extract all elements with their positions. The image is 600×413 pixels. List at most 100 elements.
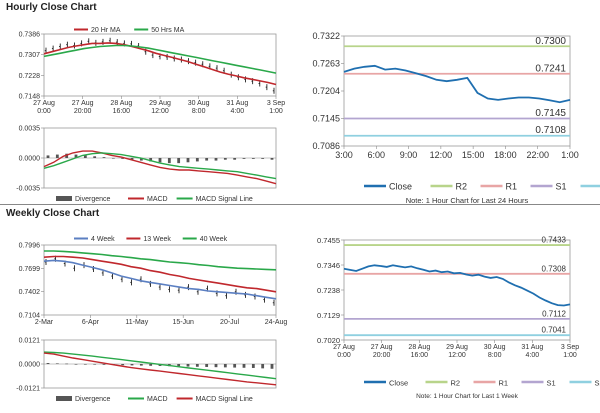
weekly-ma-x-tick-label: 2-Mar [35,319,54,326]
hourly-macd-divergence-bar [233,158,237,160]
hourly-pivot-x-tick-label: 15:00 [462,150,485,160]
weekly-macd-divergence-bar [83,364,87,365]
weekly-macd-y-tick-label: 0.0000 [19,362,41,369]
weekly-macd-divergence-bar [74,364,78,365]
weekly-macd-divergence-bar [65,363,69,365]
hourly-pivot-level-label-r1: 0.7241 [535,63,566,74]
hourly-macd-divergence-bar [195,158,199,162]
weekly-ma-x-tick-label: 15-Jun [172,319,194,326]
weekly-pivot-legend-label: Close [389,379,408,388]
weekly-pivot-x-tick-label: 27 Aug 0:00 [333,344,355,359]
hourly-ma-x-tick-label: 31 Aug 4:00 [226,100,248,115]
weekly-pivot-plot-frame [343,239,571,341]
hourly-pivot-x-tick-label: 3:00 [335,150,353,160]
weekly-macd-divergence-bar [242,364,246,368]
weekly-ma-plot-frame [43,244,277,316]
weekly-ma-y-tick-label: 0.7699 [19,266,41,273]
hourly-pivot-level-label-s2: 0.7108 [535,125,566,136]
weekly-ma-y-tick-label: 0.7402 [19,289,41,296]
hourly-macd-legend-label: MACD [147,196,168,203]
hourly-pivot-y-tick-label: 0.7322 [312,31,340,41]
weekly-macd-divergence-bar [46,363,50,364]
hourly-pivot-legend-label: Close [389,182,412,192]
weekly-pivot-level-label-s1: 0.7112 [542,309,566,318]
weekly-macd-divergence-bar [130,364,134,366]
weekly-macd-legend-label: MACD Signal Line [196,396,253,403]
weekly-macd-divergence-bar [55,363,59,365]
hourly-macd-y-tick-label: 0.0035 [19,126,41,133]
weekly-pivot-x-tick-label: 27 Aug 20:00 [371,344,393,359]
weekly-ma-series-line-2 [44,250,277,271]
weekly-macd-y-tick-label: 0.0121 [19,338,41,345]
hourly-pivot-x-tick-label: 22:00 [526,150,549,160]
weekly-pivot-y-tick-label: 0.7238 [317,286,340,295]
hourly-macd-divergence-bar [242,158,246,159]
weekly-pivot-level-label-r2: 0.7433 [542,236,567,245]
hourly-macd-divergence-bar [139,158,143,161]
hourly-ma-x-tick-label: 27 Aug 20:00 [72,100,94,115]
weekly-macd-divergence-bar [205,364,209,367]
hourly-ma-x-tick-label: 29 Aug 12:00 [149,100,171,115]
hourly-macd-divergence-bar [214,158,218,161]
weekly-macd-divergence-bar [223,364,227,368]
hourly-pivot-x-tick-label: 6:00 [368,150,386,160]
hourly-ma-x-tick-label: 30 Aug 8:00 [188,100,210,115]
weekly-pivot-legend-label: S1 [547,379,556,388]
hourly-macd-divergence-bar [83,155,87,158]
hourly-macd-legend-label: MACD Signal Line [196,196,253,203]
hourly-pivot-level-label-s1: 0.7145 [535,108,566,119]
hourly-macd-divergence-bar [46,155,50,158]
weekly-pivot-x-tick-label: 3 Sep 1:00 [561,344,579,359]
weekly-pivot-x-tick-label: 30 Aug 8:00 [484,344,506,359]
weekly-pivot-legend-label: R2 [451,379,461,388]
weekly-pivot-x-tick-label: 31 Aug 4:00 [521,344,543,359]
hourly-macd-series-line-1 [43,152,277,180]
hourly-macd-divergence-bar [149,158,153,162]
weekly-pivot-level-label-r1: 0.7308 [542,264,567,273]
hourly-pivot-legend-label: R2 [456,182,468,192]
hourly-pivot-level-label-r2: 0.7300 [535,36,566,47]
weekly-pivot-note: Note: 1 Hour Chart for Last 1 Week [416,393,519,400]
weekly-ma-x-tick-label: 20-Jul [220,319,240,326]
hourly-ma-x-tick-label: 3 Sep 1:00 [267,100,285,115]
hourly-macd-divergence-bar [130,158,134,160]
section-divider [0,204,600,205]
weekly-pivot-y-tick-label: 0.7020 [317,336,340,345]
hourly-ma-y-tick-label: 0.7228 [19,73,41,80]
weekly-macd-divergence-bar [233,364,237,368]
hourly-ma-y-tick-label: 0.7148 [19,94,41,101]
weekly-macd-divergence-bar [121,364,125,366]
weekly-pivot-x-tick-label: 28 Aug 16:00 [408,344,430,359]
weekly-macd-divergence-bar [93,364,97,365]
hourly-macd-divergence-bar [251,158,255,159]
hourly-ma-series-line-0 [43,42,277,86]
hourly-macd-divergence-bar [270,158,274,160]
hourly-macd-divergence-bar [102,157,106,158]
hourly-pivot-legend-label: R1 [506,182,518,192]
weekly-macd-divergence-bar [270,364,274,369]
weekly-macd-divergence-bar [149,364,153,366]
hourly-section-title: Hourly Close Chart [6,2,97,13]
hourly-ma-legend-label: 20 Hr MA [91,27,121,34]
hourly-macd-y-tick-label: 0.0000 [19,156,41,163]
weekly-ma-x-tick-label: 6-Apr [82,319,100,326]
hourly-pivot-legend-label: S1 [556,182,567,192]
hourly-ma-legend-label: 50 Hrs MA [151,27,184,34]
weekly-macd-divergence-bar [261,364,265,369]
weekly-section-title: Weekly Close Chart [6,208,100,219]
hourly-macd-divergence-bar [55,154,59,158]
weekly-macd-y-tick-label: -0.0121 [16,386,40,393]
hourly-pivot-note: Note: 1 Hour Chart for Last 24 Hours [406,196,529,205]
weekly-pivot-y-tick-label: 0.7129 [317,311,340,320]
weekly-ma-legend-label: 40 Week [200,236,228,243]
hourly-pivot-y-tick-label: 0.7145 [312,114,340,124]
hourly-macd-divergence-bar [186,158,190,163]
weekly-pivot-legend-label: R1 [499,379,509,388]
weekly-pivot-close-line [343,264,571,307]
hourly-macd-y-tick-label: -0.0035 [16,186,40,193]
hourly-macd-divergence-bar [177,158,181,164]
